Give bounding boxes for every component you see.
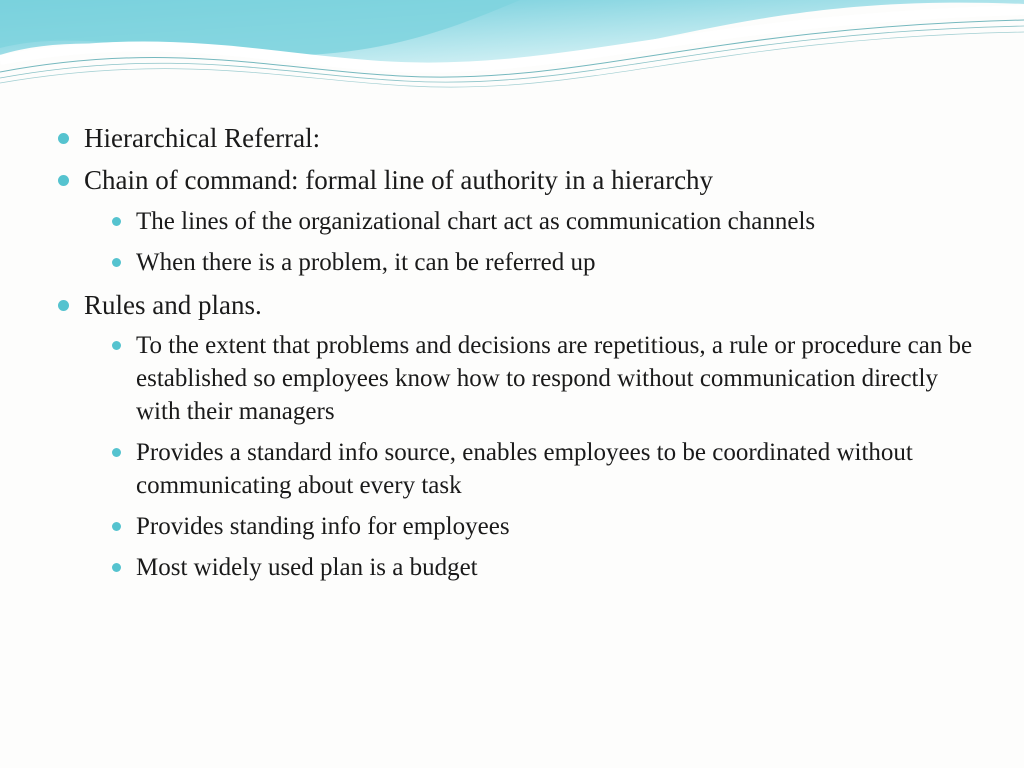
list-item-text: Most widely used plan is a budget xyxy=(136,554,478,581)
list-item-text: When there is a problem, it can be refer… xyxy=(136,249,596,276)
slide-header-wave xyxy=(0,0,1024,140)
slide-body: Hierarchical Referral: Chain of command:… xyxy=(50,120,974,592)
list-item: To the extent that problems and decision… xyxy=(106,329,974,428)
bullet-list-level2: To the extent that problems and decision… xyxy=(84,329,974,584)
list-item: When there is a problem, it can be refer… xyxy=(106,246,974,279)
list-item: Chain of command: formal line of authori… xyxy=(50,162,974,278)
list-item-text: To the extent that problems and decision… xyxy=(136,332,972,425)
list-item: The lines of the organizational chart ac… xyxy=(106,205,974,238)
list-item-text: Hierarchical Referral: xyxy=(84,123,320,153)
list-item-text: Provides standing info for employees xyxy=(136,513,510,540)
list-item: Rules and plans. To the extent that prob… xyxy=(50,287,974,584)
list-item-text: Rules and plans. xyxy=(84,290,262,320)
list-item-text: The lines of the organizational chart ac… xyxy=(136,208,815,235)
bullet-list-level2: The lines of the organizational chart ac… xyxy=(84,205,974,279)
bullet-list-level1: Hierarchical Referral: Chain of command:… xyxy=(50,120,974,584)
list-item-text: Provides a standard info source, enables… xyxy=(136,439,913,499)
list-item: Hierarchical Referral: xyxy=(50,120,974,156)
list-item: Most widely used plan is a budget xyxy=(106,551,974,584)
list-item-text: Chain of command: formal line of authori… xyxy=(84,165,713,195)
list-item: Provides standing info for employees xyxy=(106,510,974,543)
list-item: Provides a standard info source, enables… xyxy=(106,436,974,502)
